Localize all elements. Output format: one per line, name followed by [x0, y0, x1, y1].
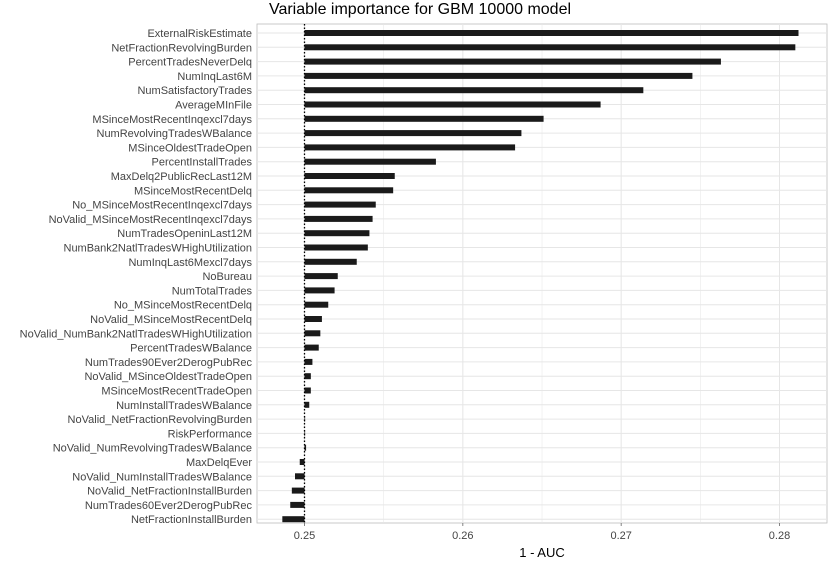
bar: [304, 215, 373, 222]
y-tick-label: NoValid_MSinceOldestTradeOpen: [84, 371, 252, 383]
y-axis-labels: ExternalRiskEstimate NetFractionRevolving…: [20, 28, 253, 526]
y-tick-label: ExternalRiskEstimate: [147, 28, 252, 40]
bar: [304, 344, 319, 351]
y-tick-label: PercentInstallTrades: [152, 157, 253, 169]
y-tick-label: NoValid_MSinceMostRecentDelq: [90, 314, 252, 326]
y-tick-label: No_MSinceMostRecentDelq: [114, 300, 252, 312]
y-tick-label: MSinceOldestTradeOpen: [128, 142, 252, 154]
bar: [304, 373, 311, 380]
y-tick-label: MSinceMostRecentDelq: [134, 185, 252, 197]
bar: [304, 316, 322, 322]
y-tick-label: NumTradesOpeninLast12M: [117, 228, 252, 240]
y-tick-label: NoBureau: [202, 271, 252, 283]
x-tick-label: 0.28: [769, 530, 790, 542]
y-tick-label: NoValid_MSinceMostRecentInqexcl7days: [49, 214, 253, 226]
bar: [304, 44, 796, 51]
bars: [282, 30, 799, 523]
y-tick-label: NetFractionRevolvingBurden: [111, 42, 252, 54]
bar: [304, 273, 338, 280]
bar: [291, 487, 305, 494]
bar: [304, 201, 376, 208]
bar: [295, 473, 305, 480]
bar: [304, 401, 310, 408]
y-tick-label: NoValid_NumInstallTradesWBalance: [72, 471, 252, 483]
x-tick-label: 0.25: [294, 530, 315, 542]
bar: [304, 101, 601, 108]
y-tick-label: NumTrades60Ever2DerogPubRec: [85, 500, 253, 512]
y-tick-label: PercentTradesWBalance: [130, 343, 252, 355]
y-tick-label: NumBank2NatlTradesWHighUtilization: [64, 243, 253, 255]
bar: [304, 387, 311, 394]
y-tick-label: NumInqLast6M: [177, 71, 252, 83]
y-tick-label: NumRevolvingTradesWBalance: [97, 128, 253, 140]
y-tick-label: NoValid_NetFractionInstallBurden: [87, 486, 252, 498]
y-tick-label: NumInstallTradesWBalance: [116, 400, 252, 412]
bar: [304, 87, 644, 94]
y-tick-label: NetFractionInstallBurden: [131, 514, 252, 526]
y-tick-label: NumTrades90Ever2DerogPubRec: [85, 357, 253, 369]
bar: [304, 287, 335, 294]
bar: [304, 358, 313, 365]
bar: [304, 301, 329, 308]
y-tick-label: MaxDelqEver: [186, 457, 252, 469]
bar: [282, 516, 305, 523]
y-tick-label: PercentTradesNeverDelq: [128, 57, 252, 69]
bar: [304, 416, 306, 423]
bar: [304, 230, 370, 237]
y-tick-label: AverageMInFile: [175, 100, 252, 112]
x-axis-ticks: 0.25 0.26 0.27 0.28: [294, 523, 790, 542]
bar: [304, 130, 522, 137]
y-tick-label: NumInqLast6Mexcl7days: [128, 257, 252, 269]
x-tick-label: 0.26: [452, 530, 473, 542]
bar: [304, 244, 368, 251]
bar: [304, 158, 436, 165]
bar: [304, 72, 693, 79]
bar: [304, 144, 516, 151]
y-tick-label: NoValid_NumBank2NatlTradesWHighUtilizati…: [20, 328, 252, 340]
bar: [304, 58, 721, 65]
bar: [299, 459, 305, 465]
bar: [304, 258, 357, 265]
bar: [304, 330, 321, 337]
bar: [304, 115, 544, 122]
bar: [304, 30, 799, 36]
bar: [304, 430, 306, 437]
bar: [304, 187, 394, 194]
bar: [304, 173, 395, 179]
x-tick-label: 0.27: [610, 530, 631, 542]
y-tick-label: NoValid_NumRevolvingTradesWBalance: [53, 443, 252, 455]
y-tick-label: NumSatisfactoryTrades: [137, 85, 252, 97]
bar: [304, 444, 307, 451]
y-tick-label: No_MSinceMostRecentInqexcl7days: [72, 200, 252, 212]
bar: [290, 501, 305, 508]
chart-title: Variable importance for GBM 10000 model: [269, 1, 571, 18]
y-tick-label: NoValid_NetFractionRevolvingBurden: [68, 414, 252, 426]
y-tick-label: MaxDelq2PublicRecLast12M: [111, 171, 252, 183]
y-tick-label: MSinceMostRecentTradeOpen: [101, 386, 252, 398]
y-tick-label: NumTotalTrades: [172, 285, 253, 297]
y-tick-label: MSinceMostRecentInqexcl7days: [92, 114, 252, 126]
x-axis-title: 1 - AUC: [519, 545, 565, 560]
y-tick-label: RiskPerformance: [168, 428, 252, 440]
